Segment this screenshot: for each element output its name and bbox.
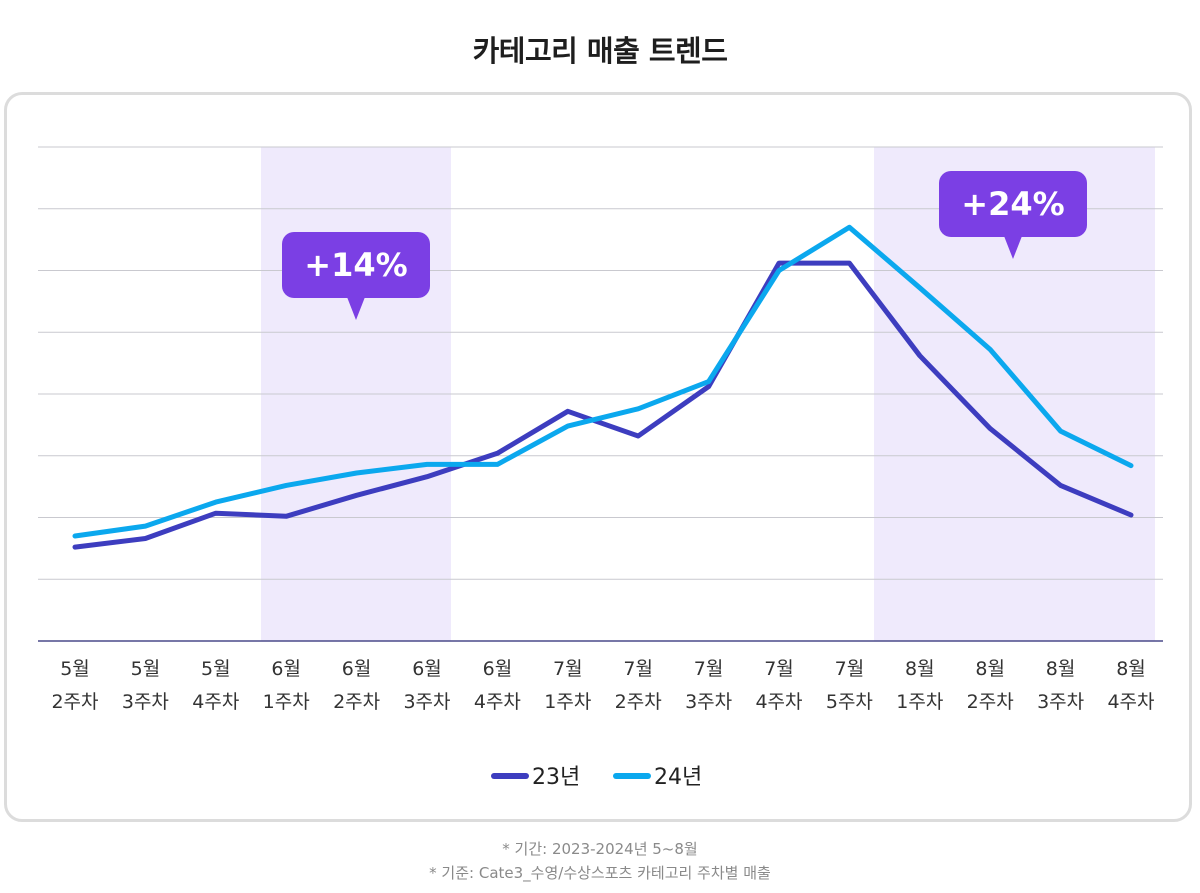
x-tick-label-month: 5월 [201, 658, 231, 680]
x-tick-label-month: 7월 [553, 658, 583, 680]
x-tick-label-week: 3주차 [1037, 691, 1084, 713]
badge-label: +24% [961, 185, 1064, 223]
footnote-basis: * 기준: Cate3_수영/수상스포츠 카테고리 주차별 매출 [429, 864, 771, 882]
x-tick-label-week: 2주차 [333, 691, 380, 713]
x-tick-label-week: 4주차 [755, 691, 802, 713]
x-tick-label-month: 6월 [412, 658, 442, 680]
x-tick-label-month: 8월 [1116, 658, 1146, 680]
legend-label-24년: 24년 [654, 765, 702, 790]
chart-title: 카테고리 매출 트렌드 [472, 34, 728, 68]
x-tick-label-week: 1주차 [544, 691, 591, 713]
badge-label: +14% [304, 246, 407, 284]
x-tick-label-month: 7월 [835, 658, 865, 680]
x-tick-label-week: 4주차 [474, 691, 521, 713]
x-tick-label-week: 2주차 [967, 691, 1014, 713]
x-tick-label-month: 5월 [60, 658, 90, 680]
legend-label-23년: 23년 [532, 765, 580, 790]
x-tick-label-week: 3주차 [403, 691, 450, 713]
badge-bubble [282, 232, 430, 298]
change-badge: +24% [939, 171, 1087, 259]
x-tick-label-week: 1주차 [896, 691, 943, 713]
x-tick-label-week: 4주차 [192, 691, 239, 713]
x-tick-label-month: 8월 [1046, 658, 1076, 680]
x-tick-label-month: 6월 [271, 658, 301, 680]
x-tick-label-week: 2주차 [615, 691, 662, 713]
x-tick-label-week: 4주차 [1107, 691, 1154, 713]
badge-bubble [939, 171, 1087, 237]
x-tick-label-week: 5주차 [826, 691, 873, 713]
x-tick-label-month: 5월 [131, 658, 161, 680]
x-tick-label-month: 7월 [764, 658, 794, 680]
badge-pointer [1004, 236, 1022, 259]
x-tick-label-month: 7월 [623, 658, 653, 680]
x-tick-label-month: 8월 [975, 658, 1005, 680]
x-tick-label-month: 6월 [342, 658, 372, 680]
change-badge: +14% [282, 232, 430, 320]
x-tick-label-month: 6월 [483, 658, 513, 680]
series-line-24년 [72, 224, 1134, 539]
x-tick-label-month: 7월 [694, 658, 724, 680]
x-tick-label-week: 3주차 [122, 691, 169, 713]
x-tick-label-week: 2주차 [51, 691, 98, 713]
x-tick-label-week: 1주차 [263, 691, 310, 713]
badge-pointer [347, 297, 365, 320]
series-line-23년 [72, 260, 1134, 550]
footnote-period: * 기간: 2023-2024년 5~8월 [502, 840, 698, 858]
x-tick-label-month: 8월 [905, 658, 935, 680]
x-tick-label-week: 3주차 [685, 691, 732, 713]
